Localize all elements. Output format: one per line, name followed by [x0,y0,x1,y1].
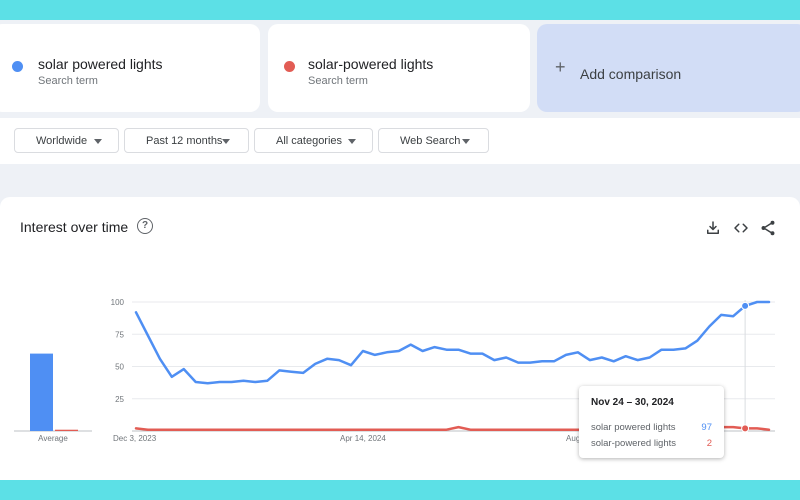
plus-icon: + [555,57,566,77]
search-type-dropdown[interactable]: Web Search [378,128,489,153]
region-dropdown-label: Worldwide [36,135,88,147]
caret-down-icon [222,139,230,144]
help-circle-icon[interactable]: ? [137,218,153,234]
caret-down-icon [462,139,470,144]
filter-bar: Worldwide Past 12 months All categories … [0,118,800,164]
tooltip-series-value: 97 [701,422,712,433]
embed-code-icon[interactable] [732,219,750,237]
share-icon[interactable] [759,219,777,237]
add-comparison-label: Add comparison [580,66,682,82]
series-color-dot [12,61,23,72]
chart-tooltip: Nov 24 – 30, 2024 solar powered lights 9… [579,386,724,458]
caret-down-icon [94,139,102,144]
card-title: Interest over time [20,219,129,235]
search-term-name[interactable]: solar powered lights [38,56,163,72]
x-tick-label: Dec 3, 2023 [113,434,157,443]
category-dropdown[interactable]: All categories [254,128,373,153]
search-term-subtitle: Search term [308,75,368,87]
average-bar [30,353,53,431]
tooltip-date: Nov 24 – 30, 2024 [591,397,674,408]
time-range-dropdown-label: Past 12 months [146,135,223,147]
y-tick-label: 75 [115,330,124,339]
search-term-name[interactable]: solar-powered lights [308,56,434,72]
tooltip-row: solar-powered lights 2 [591,438,712,449]
time-range-dropdown[interactable]: Past 12 months [124,128,249,153]
tooltip-series-name: solar-powered lights [591,438,677,449]
search-term-card-1[interactable]: solar powered lights Search term [0,24,260,112]
highlight-point [741,301,750,310]
tooltip-row: solar powered lights 97 [591,422,712,433]
average-bar [55,429,78,431]
tooltip-series-value: 2 [706,438,712,449]
y-tick-label: 100 [111,298,125,307]
average-label: Average [38,434,68,443]
tooltip-series-name: solar powered lights [591,422,676,433]
download-icon[interactable] [704,219,722,237]
search-term-subtitle: Search term [38,75,98,87]
y-tick-label: 50 [115,363,124,372]
trends-page: solar powered lights Search term solar-p… [0,20,800,480]
y-tick-label: 25 [115,395,124,404]
series-line [134,300,771,385]
search-type-dropdown-label: Web Search [400,135,461,147]
x-tick-label: Apr 14, 2024 [340,434,386,443]
series-color-dot [284,61,295,72]
search-term-card-2[interactable]: solar-powered lights Search term [268,24,530,112]
highlight-point [741,424,750,433]
region-dropdown[interactable]: Worldwide [14,128,119,153]
caret-down-icon [348,139,356,144]
add-comparison-button[interactable]: + Add comparison [537,24,800,112]
category-dropdown-label: All categories [276,135,343,147]
